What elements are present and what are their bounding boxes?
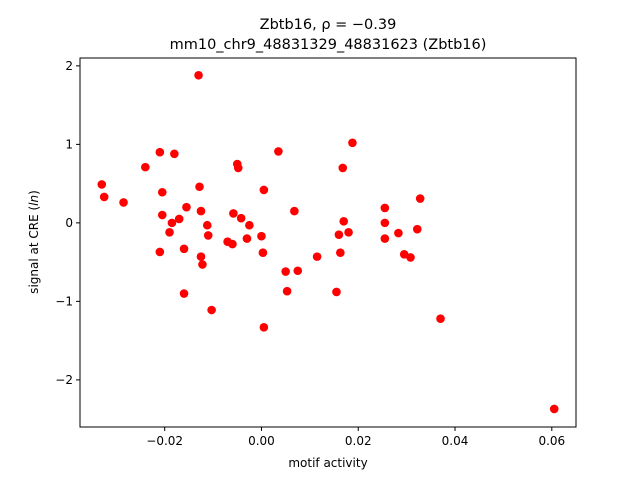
chart-subtitle: mm10_chr9_48831329_48831623 (Zbtb16) [170,37,487,53]
data-point [165,227,174,237]
data-point [155,247,165,257]
data-point [281,267,290,276]
data-point [394,228,403,238]
data-point [436,314,445,323]
data-point [332,287,341,297]
data-point [170,149,179,159]
x-tick-label: −0.02 [146,434,183,448]
x-tick-label: 0.02 [345,434,372,448]
y-axis-label: signal at CRE (ln) [27,190,41,294]
data-point [257,231,266,241]
data-point [549,404,559,414]
y-tick-label: −2 [55,373,73,387]
data-point [380,234,390,243]
data-point [259,185,269,195]
data-point [348,138,357,148]
plot-frame [79,57,577,428]
data-point [312,252,322,261]
data-point [412,224,422,234]
data-point [182,202,191,212]
data-point [157,210,167,220]
data-point [174,214,184,224]
data-point [229,209,238,218]
y-tick-label: −1 [55,294,73,308]
data-point [245,220,254,230]
data-point [380,203,390,213]
data-point [339,217,349,226]
y-axis-ticks: −2 −1 0 1 2 [55,59,80,387]
y-tick-label: 2 [65,59,73,73]
data-point [228,239,237,249]
data-point [196,206,206,216]
data-point [157,187,167,197]
data-point [167,218,177,228]
data-point [198,260,207,269]
data-point [334,230,344,239]
data-point [338,163,348,173]
y-tick-label: 1 [65,137,73,151]
data-point [336,248,345,258]
data-point [97,180,107,189]
x-tick-label: 0.06 [538,434,565,448]
data-point [259,322,269,332]
data-point [202,220,212,230]
data-point [119,198,128,207]
plot-area [79,57,577,428]
data-point [290,206,299,216]
data-point [203,231,213,240]
data-point [155,147,165,157]
data-point [236,213,246,223]
data-point [141,162,150,172]
data-point [406,253,415,262]
data-point [293,266,303,276]
chart-title: Zbtb16, ρ = −0.39 [260,17,397,33]
x-tick-label: 0.00 [248,434,275,448]
data-point [196,252,206,261]
data-point [179,289,189,298]
data-point [258,248,268,258]
data-point [282,286,292,296]
data-point [179,244,189,254]
data-point [415,194,425,203]
data-point [274,147,283,156]
data-point [195,182,204,192]
data-point [207,305,216,315]
y-tick-label: 0 [65,216,73,230]
data-point [99,192,109,202]
x-axis-label: motif activity [288,456,367,470]
x-axis-ticks: −0.02 0.00 0.02 0.04 0.06 [146,427,565,448]
data-point [242,234,252,243]
data-points [97,70,559,414]
data-point [344,227,353,237]
data-point [194,70,203,80]
x-tick-label: 0.04 [442,434,469,448]
data-point [380,218,390,228]
data-point [233,163,243,173]
